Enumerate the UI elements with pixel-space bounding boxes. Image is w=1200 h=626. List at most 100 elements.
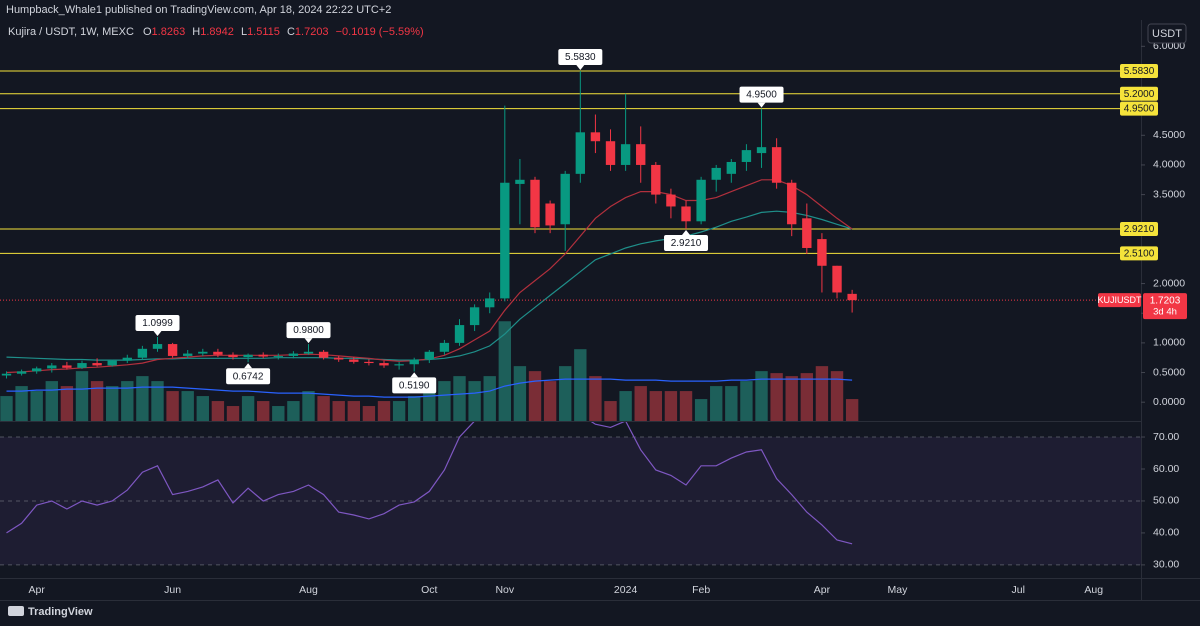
volume-bar bbox=[317, 396, 330, 421]
candle-body bbox=[832, 265, 842, 293]
symbol-legend: Kujira / USDT, 1W, MEXC O1.8263 H1.8942 … bbox=[8, 26, 424, 38]
callout-box bbox=[392, 377, 437, 394]
candle-body bbox=[152, 344, 163, 349]
volume-bar bbox=[634, 386, 647, 421]
volume-bar bbox=[196, 396, 209, 421]
candle-body bbox=[92, 363, 102, 366]
callout-pointer bbox=[153, 330, 162, 336]
volume-bar bbox=[347, 401, 360, 421]
callout-box bbox=[286, 322, 331, 339]
ohlc-value: 1.7203 bbox=[295, 26, 329, 38]
ticker-box bbox=[1098, 293, 1141, 308]
volume-bar bbox=[181, 391, 194, 421]
volume-bar bbox=[226, 406, 240, 421]
candle-body bbox=[756, 147, 767, 154]
candle-body bbox=[469, 307, 480, 326]
last-price-box bbox=[1143, 293, 1187, 320]
volume-bar bbox=[845, 399, 859, 421]
candle-body bbox=[62, 365, 72, 368]
callout-label: 1.0999 bbox=[142, 318, 173, 329]
volume-bar bbox=[241, 396, 255, 421]
candle-body bbox=[167, 344, 178, 356]
candle-body bbox=[183, 353, 193, 356]
volume-bar bbox=[589, 376, 602, 421]
volume-bar bbox=[272, 406, 285, 421]
currency[interactable]: USDT bbox=[1152, 28, 1182, 40]
candle-body bbox=[771, 147, 782, 183]
candle-body bbox=[454, 325, 465, 343]
countdown: 3d 4h bbox=[1153, 307, 1177, 318]
brand: TradingView bbox=[28, 606, 93, 618]
level-label-box bbox=[1120, 64, 1158, 79]
volume-bar bbox=[45, 381, 58, 421]
candle-body bbox=[711, 167, 721, 180]
candle-body bbox=[122, 357, 132, 361]
candle-body bbox=[620, 144, 631, 165]
callout-pointer bbox=[410, 372, 419, 378]
callout-pointer bbox=[304, 338, 313, 344]
candle-body bbox=[77, 363, 87, 368]
price-callout: 0.5190 bbox=[392, 372, 437, 394]
candle-body bbox=[726, 161, 737, 174]
candle-body bbox=[787, 182, 797, 225]
y-tick-label: 3.5000 bbox=[1153, 188, 1185, 200]
candle-body bbox=[560, 173, 570, 225]
price-callout: 1.0999 bbox=[135, 314, 180, 336]
volume-bar bbox=[136, 376, 149, 421]
volume-bar bbox=[30, 391, 43, 421]
candle-body bbox=[530, 179, 540, 228]
candle-body bbox=[802, 218, 812, 248]
callout-label: 0.9800 bbox=[293, 325, 324, 336]
ohlc-value: 1.8263 bbox=[152, 26, 186, 38]
callout-label: 0.5190 bbox=[399, 381, 430, 392]
x-tick-label: Apr bbox=[814, 584, 831, 596]
candle-body bbox=[651, 164, 661, 195]
volume-bar bbox=[604, 401, 617, 421]
volume-bar bbox=[559, 366, 572, 421]
candle-body bbox=[741, 150, 752, 162]
level-label-box bbox=[1120, 86, 1158, 101]
y-tick-label: 2.0000 bbox=[1153, 277, 1185, 289]
volume-bar bbox=[483, 376, 496, 421]
volume-bar bbox=[694, 399, 708, 421]
rsi-tick-label: 70.00 bbox=[1153, 431, 1179, 443]
volume-bar bbox=[740, 381, 753, 421]
candle-body bbox=[681, 206, 691, 222]
candle-body bbox=[228, 354, 238, 358]
volume-bar bbox=[408, 396, 421, 421]
y-tick-label: 4.0000 bbox=[1153, 159, 1185, 171]
x-tick-label: Feb bbox=[692, 584, 710, 596]
level-label: 4.9500 bbox=[1124, 104, 1155, 115]
ohlc-value: 1.8942 bbox=[200, 26, 234, 38]
volume-bar bbox=[498, 321, 512, 421]
volume-bar bbox=[815, 366, 829, 421]
volume-bar bbox=[800, 373, 814, 421]
candle-body bbox=[258, 354, 268, 357]
volume-bar bbox=[60, 386, 74, 421]
candle-body bbox=[47, 365, 57, 369]
candle-body bbox=[696, 179, 706, 222]
x-tick-label: 2024 bbox=[614, 584, 638, 596]
x-tick-label: Nov bbox=[495, 584, 514, 596]
candle-body bbox=[636, 144, 646, 165]
price-callout: 5.5830 bbox=[558, 49, 603, 71]
volume-bar bbox=[679, 391, 693, 421]
candle-body bbox=[666, 194, 676, 207]
candle-body bbox=[303, 351, 314, 354]
callout-box bbox=[226, 368, 271, 385]
plot-layer: Apr Jun Aug Oct Nov 2024 Feb Apr May Jul Aug 0.0000… bbox=[0, 40, 1187, 596]
candle-body bbox=[137, 348, 148, 358]
candle-body bbox=[16, 371, 27, 374]
volume-bar bbox=[0, 396, 13, 421]
volume-bar bbox=[332, 401, 345, 421]
volume-bar bbox=[664, 391, 678, 421]
volume-bar bbox=[649, 391, 663, 421]
currency-button[interactable] bbox=[1147, 23, 1187, 44]
callout-label: 4.9500 bbox=[746, 90, 777, 101]
volume-bar bbox=[121, 381, 134, 421]
candle-body bbox=[605, 141, 616, 165]
price-callout: 2.9210 bbox=[664, 229, 709, 251]
rsi-tick-label: 50.00 bbox=[1153, 495, 1179, 507]
candle-body bbox=[273, 355, 283, 357]
candle-body bbox=[575, 132, 585, 174]
